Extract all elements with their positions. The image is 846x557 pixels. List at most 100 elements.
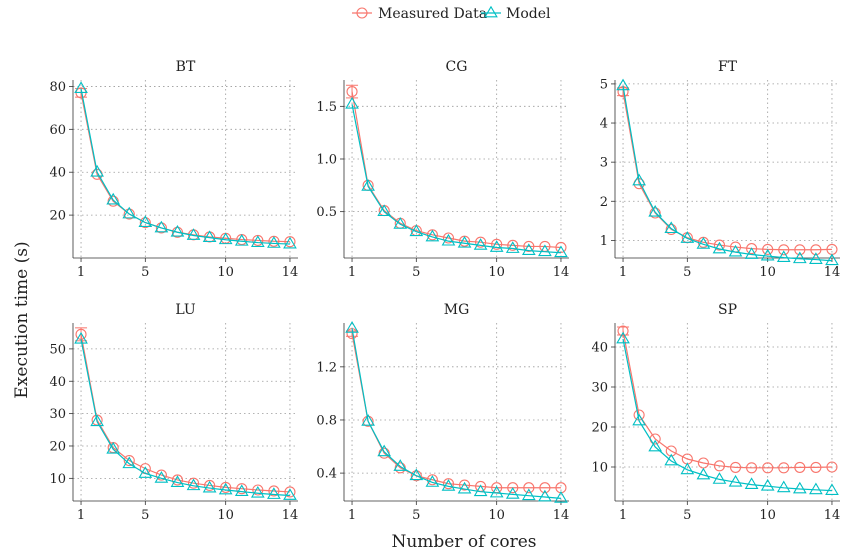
data-point-model <box>170 224 185 237</box>
y-tick-label: 10 <box>591 461 608 476</box>
data-point-measured <box>346 86 358 98</box>
y-tick-label: 20 <box>49 439 66 454</box>
data-point-measured <box>762 243 774 255</box>
series-line <box>622 91 832 251</box>
data-point-model <box>267 236 281 248</box>
data-point-model <box>744 477 759 489</box>
x-tick-label: 5 <box>141 265 149 280</box>
y-tick-label: 80 <box>49 80 66 95</box>
series-line <box>622 330 832 469</box>
y-tick-label: 20 <box>591 421 608 436</box>
data-point-measured <box>810 244 822 256</box>
data-point-model <box>554 245 568 258</box>
panel-title: BT <box>176 59 196 75</box>
x-tick-label: 14 <box>824 265 841 280</box>
series-model <box>345 321 568 503</box>
data-point-model <box>809 252 823 264</box>
series-line <box>80 88 290 245</box>
data-point-measured <box>107 195 119 207</box>
data-point-measured <box>155 222 167 234</box>
data-point-measured <box>762 462 774 474</box>
x-tick-label: 1 <box>348 265 356 280</box>
data-point-model <box>283 236 297 249</box>
data-point-model <box>154 220 169 233</box>
panel-title: SP <box>718 302 737 318</box>
data-point-measured <box>442 232 455 244</box>
data-point-measured <box>794 461 806 473</box>
y-tick-label: 50 <box>49 342 66 357</box>
legend-item: Measured Data <box>352 6 487 22</box>
panel-ft: FT 1 2 3 4 5 1 5 10 14 <box>600 59 841 280</box>
data-point-measured <box>284 486 296 498</box>
data-point-measured <box>475 236 487 248</box>
data-point-model <box>409 468 424 481</box>
data-point-model <box>425 229 440 242</box>
data-point-model <box>138 215 153 228</box>
data-point-model <box>250 485 265 498</box>
x-tick-label: 10 <box>217 508 234 523</box>
data-point-measured <box>778 244 790 256</box>
y-axis-title: Execution time (s) <box>12 241 32 398</box>
data-point-model <box>616 331 630 344</box>
data-point-model <box>74 81 88 93</box>
data-point-model <box>106 192 121 205</box>
data-point-measured <box>171 474 184 486</box>
panel-mg: MG 0.4 0.8 1.2 1 5 10 14 <box>316 302 569 523</box>
data-point-model <box>792 481 807 494</box>
x-axis-title: Number of cores <box>391 532 536 552</box>
x-tick-label: 1 <box>77 508 85 523</box>
data-point-model <box>90 164 104 177</box>
data-point-model <box>792 251 807 264</box>
data-point-measured <box>171 226 184 238</box>
series-model <box>74 81 297 249</box>
data-point-model <box>696 467 711 480</box>
data-point-model <box>218 232 233 245</box>
series-measured <box>346 328 567 494</box>
panel-sp: SP 10 20 30 40 1 5 10 14 <box>591 302 840 523</box>
data-point-model <box>377 204 392 217</box>
data-point-measured <box>268 485 280 497</box>
legend-marker <box>356 7 368 19</box>
series-measured <box>75 327 296 498</box>
data-point-model <box>186 228 201 240</box>
data-point-model <box>776 250 791 263</box>
data-point-model <box>393 459 408 471</box>
panel-bt: BT 20 40 60 80 1 5 10 14 <box>49 59 298 280</box>
series-measured <box>75 87 296 248</box>
data-point-measured <box>665 223 677 235</box>
data-point-model <box>632 173 646 186</box>
series-measured <box>617 86 838 256</box>
data-point-measured <box>204 479 216 492</box>
data-point-measured <box>442 478 455 490</box>
series-line <box>351 91 562 249</box>
data-point-measured <box>729 461 742 473</box>
data-point-model <box>138 466 153 478</box>
series-model <box>616 78 839 266</box>
y-tick-label: 1.5 <box>316 100 337 115</box>
panel-title: CG <box>446 59 468 75</box>
y-tick-label: 30 <box>49 407 66 422</box>
x-tick-label: 1 <box>619 265 627 280</box>
data-point-model <box>106 441 121 454</box>
data-point-model <box>250 235 265 247</box>
data-point-measured <box>649 207 661 219</box>
x-tick-label: 5 <box>683 508 691 523</box>
series-line <box>351 104 562 254</box>
panel-lu: LU 10 20 30 40 50 1 5 10 14 <box>49 302 298 523</box>
data-point-model <box>712 241 727 254</box>
data-point-measured <box>810 461 822 473</box>
data-point-model <box>632 413 646 426</box>
legend-item: Model <box>481 5 551 22</box>
x-tick-label: 1 <box>619 508 627 523</box>
series-line <box>351 333 561 489</box>
data-point-measured <box>362 415 374 427</box>
data-point-model <box>267 487 281 499</box>
data-point-model <box>680 462 695 475</box>
data-point-model <box>154 471 169 483</box>
data-point-model <box>616 78 630 91</box>
series-line <box>80 339 291 497</box>
data-point-model <box>776 480 791 493</box>
y-tick-label: 40 <box>49 166 66 181</box>
x-tick-label: 10 <box>759 508 776 523</box>
data-point-measured <box>187 477 200 489</box>
